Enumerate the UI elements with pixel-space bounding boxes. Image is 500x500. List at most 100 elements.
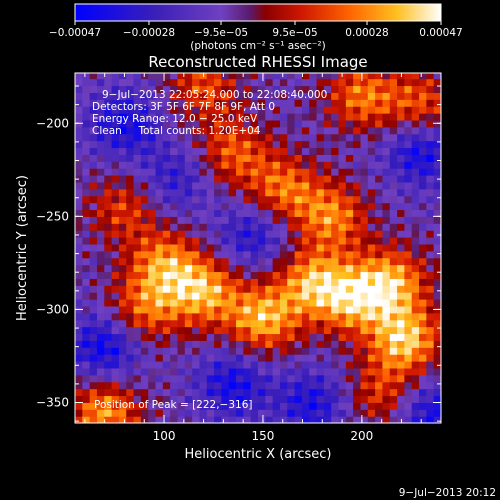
heatmap-cell	[272, 113, 281, 121]
heatmap-cell	[331, 168, 340, 176]
heatmap-cell	[441, 189, 449, 196]
heatmap-cell	[111, 140, 120, 149]
heatmap-cell	[397, 168, 405, 176]
heatmap-cell	[287, 257, 296, 266]
heatmap-cell	[323, 388, 332, 397]
heatmap-cell	[82, 106, 91, 114]
heatmap-cell	[214, 285, 222, 293]
heatmap-cell	[126, 223, 135, 231]
heatmap-cell	[411, 340, 420, 348]
heatmap	[75, 73, 449, 423]
heatmap-cell	[133, 85, 142, 93]
heatmap-cell	[243, 285, 252, 293]
heatmap-cell	[353, 292, 362, 300]
heatmap-cell	[419, 99, 427, 107]
heatmap-cell	[375, 78, 384, 87]
heatmap-cell	[177, 395, 186, 403]
heatmap-cell	[272, 361, 281, 369]
heatmap-cell	[360, 175, 369, 183]
heatmap-cell	[140, 243, 149, 252]
heatmap-cell	[309, 395, 318, 403]
heatmap-cell	[338, 305, 347, 314]
heatmap-cell	[170, 168, 179, 176]
heatmap-cell	[206, 216, 215, 224]
heatmap-cell	[206, 113, 215, 121]
heatmap-cell	[243, 202, 252, 211]
heatmap-cell	[148, 73, 157, 80]
heatmap-cell	[214, 133, 222, 142]
heatmap-cell	[184, 299, 193, 307]
heatmap-cell	[389, 230, 398, 238]
heatmap-cell	[331, 299, 340, 307]
heatmap-cell	[82, 140, 91, 149]
heatmap-cell	[75, 243, 83, 252]
heatmap-cell	[426, 175, 435, 183]
heatmap-cell	[206, 285, 215, 293]
heatmap-cell	[316, 195, 325, 204]
heatmap-cell	[236, 237, 244, 245]
heatmap-cell	[177, 257, 186, 266]
heatmap-cell	[272, 347, 281, 355]
heatmap-cell	[411, 271, 420, 279]
heatmap-cell	[272, 354, 281, 362]
heatmap-cell	[382, 92, 391, 100]
heatmap-cell	[345, 381, 354, 390]
heatmap-cell	[96, 216, 105, 224]
heatmap-cell	[323, 326, 332, 335]
heatmap-cell	[214, 119, 222, 128]
heatmap-cell	[75, 85, 83, 93]
heatmap-cell	[441, 306, 449, 313]
heatmap-cell	[206, 257, 215, 266]
heatmap-cell	[331, 154, 340, 162]
heatmap-cell	[426, 209, 435, 217]
heatmap-cell	[404, 195, 413, 204]
heatmap-cell	[316, 312, 325, 321]
heatmap-cell	[301, 202, 310, 211]
heatmap-cell	[228, 99, 237, 107]
heatmap-cell	[236, 230, 244, 238]
heatmap-cell	[111, 119, 120, 128]
heatmap-cell	[162, 354, 171, 362]
heatmap-cell	[104, 73, 113, 80]
heatmap-cell	[301, 113, 310, 121]
heatmap-cell	[287, 347, 296, 355]
heatmap-cell	[441, 375, 449, 382]
heatmap-cell	[89, 140, 98, 149]
heatmap-cell	[192, 188, 201, 197]
heatmap-cell	[89, 305, 98, 314]
heatmap-cell	[82, 237, 91, 245]
heatmap-cell	[221, 264, 230, 273]
heatmap-cell	[206, 312, 215, 321]
heatmap-cell	[265, 85, 274, 93]
heatmap-cell	[309, 374, 318, 383]
heatmap-cell	[184, 133, 193, 142]
heatmap-cell	[96, 361, 105, 369]
heatmap-cell	[133, 409, 142, 417]
heatmap-cell	[265, 354, 274, 362]
heatmap-cell	[411, 216, 420, 224]
heatmap-cell	[375, 73, 384, 80]
heatmap-cell	[250, 181, 259, 190]
heatmap-cell	[441, 320, 449, 327]
heatmap-cell	[404, 223, 413, 231]
heatmap-cell	[397, 175, 405, 183]
heatmap-cell	[206, 326, 215, 335]
heatmap-cell	[301, 147, 310, 155]
heatmap-cell	[294, 340, 303, 348]
heatmap-cell	[221, 340, 230, 348]
heatmap-cell	[426, 402, 435, 410]
heatmap-cell	[82, 133, 91, 142]
heatmap-cell	[323, 230, 332, 238]
heatmap-cell	[133, 402, 142, 410]
heatmap-cell	[411, 409, 420, 417]
heatmap-cell	[382, 340, 391, 348]
heatmap-cell	[367, 161, 376, 169]
heatmap-cell	[279, 319, 288, 328]
heatmap-cell	[441, 382, 449, 389]
heatmap-cell	[279, 264, 288, 273]
heatmap-cell	[287, 292, 296, 300]
heatmap-cell	[279, 216, 288, 224]
heatmap-cell	[397, 85, 405, 93]
heatmap-cell	[287, 161, 296, 169]
heatmap-cell	[309, 119, 318, 128]
